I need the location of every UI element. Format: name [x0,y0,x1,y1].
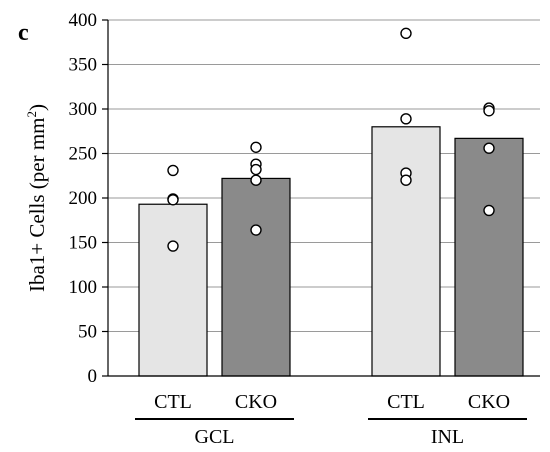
y-axis-label: Iba1+ Cells (per mm2) [24,104,49,292]
panel-label: c [18,20,29,46]
data-points [167,27,495,252]
bars [138,126,524,377]
data-point [250,163,262,176]
data-point [167,194,179,206]
data-point [167,240,179,252]
y-tick-label: 350 [69,55,98,76]
y-tick-label: 250 [69,144,98,165]
data-point [250,224,262,236]
category-label: CTL [154,391,192,413]
y-tick-label: 200 [69,188,98,209]
y-tick-label: 150 [69,233,98,254]
data-point [250,174,262,186]
y-tick-label: 400 [69,10,98,31]
y-axis-ticks: 0 50 100 150 200 250 300 350 400 [69,10,108,387]
group-label: INL [431,426,464,448]
data-point [250,141,262,153]
category-label: CKO [468,391,510,413]
data-point [483,105,495,117]
bar [454,137,524,377]
bar [371,126,441,377]
data-point [167,164,179,177]
data-point [400,174,412,186]
group-label: GCL [195,426,235,448]
bar [138,203,208,377]
data-point [400,113,412,125]
category-label: CKO [235,391,277,413]
category-label: CTL [387,391,425,413]
y-tick-label: 50 [78,322,97,343]
y-tick-label: 300 [69,99,98,120]
y-tick-label: 100 [69,277,98,298]
y-tick-label: 0 [88,366,98,387]
bar [221,177,291,377]
data-point [483,204,495,217]
data-point [483,142,495,154]
data-point [400,27,412,40]
